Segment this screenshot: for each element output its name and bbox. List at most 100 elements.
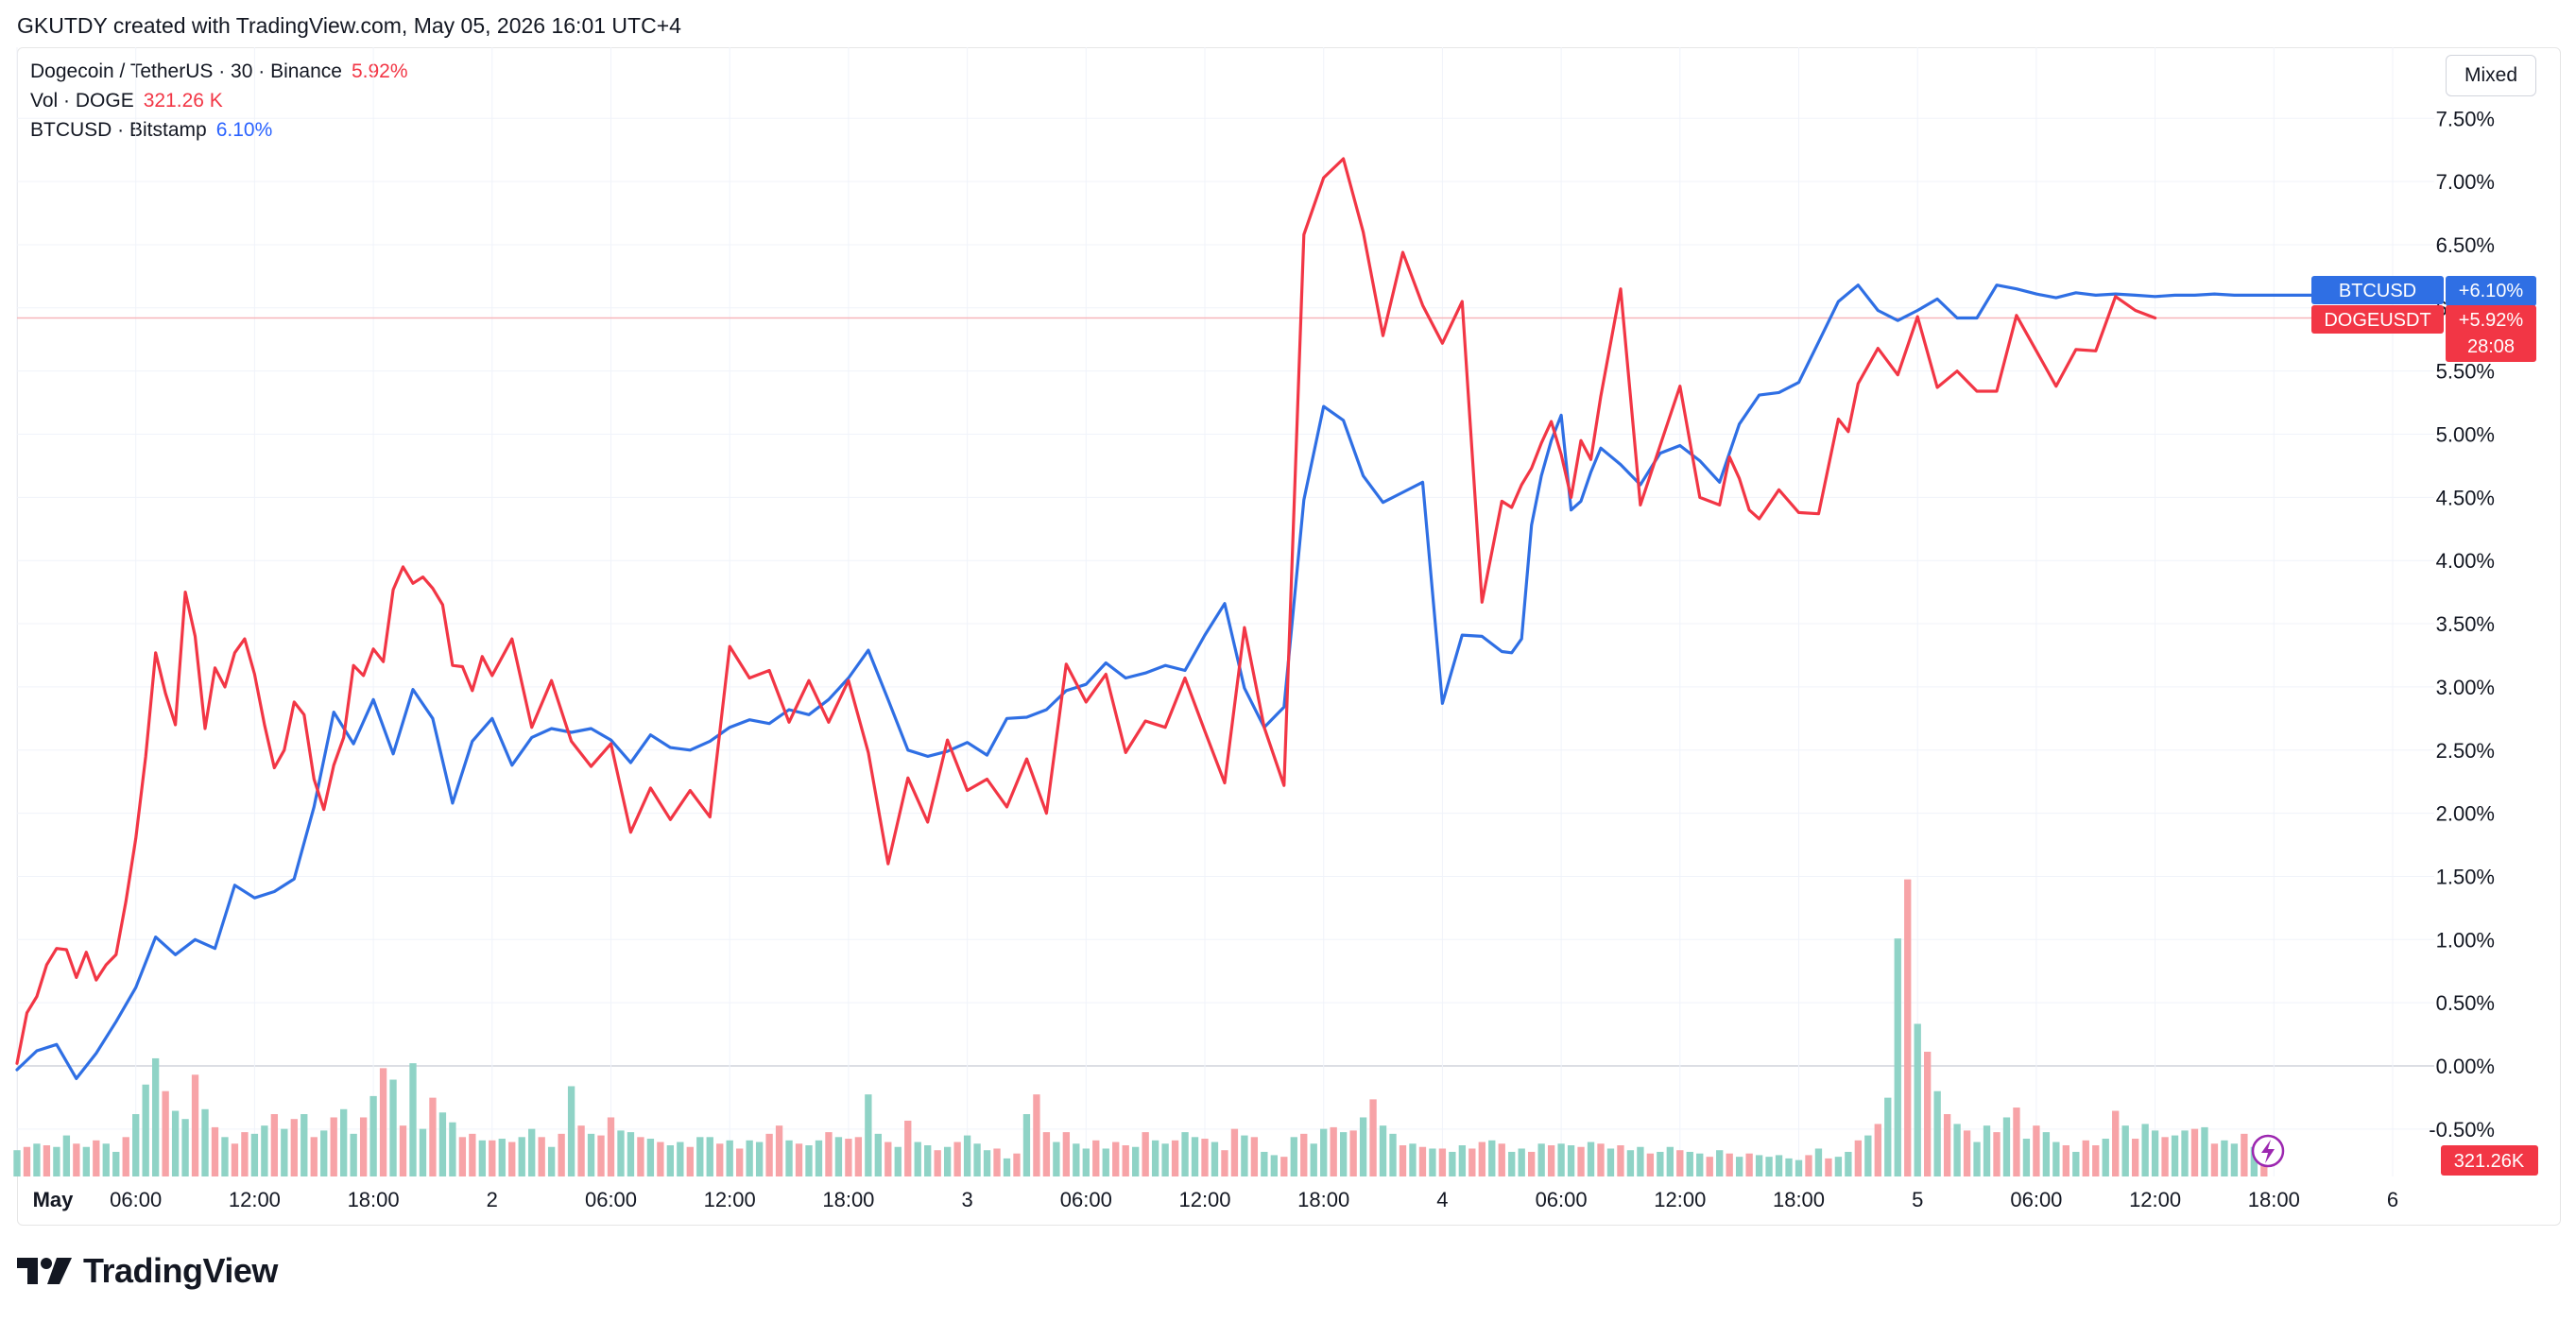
legend-volume[interactable]: Vol · DOGE 321.26 K — [30, 90, 223, 112]
legend-volume-value: 321.26 K — [143, 90, 223, 112]
volume-bar — [547, 1146, 556, 1176]
y-tick-label: 2.00% — [2436, 802, 2495, 826]
volume-bar — [2033, 1125, 2040, 1176]
volume-bar — [498, 1139, 506, 1176]
volume-bar — [1122, 1145, 1129, 1176]
volume-bar — [1914, 1023, 1921, 1176]
x-tick-label: 12:00 — [229, 1188, 281, 1211]
volume-bar — [1142, 1132, 1149, 1176]
volume-bar — [1557, 1143, 1565, 1176]
volume-bar — [73, 1143, 80, 1176]
volume-bar — [270, 1114, 279, 1176]
badge-value-bg — [2446, 305, 2536, 362]
volume-bar — [2013, 1107, 2020, 1176]
volume-bar — [122, 1137, 129, 1176]
volume-bar — [1369, 1099, 1377, 1176]
badge-label-text: DOGEUSDT — [2324, 310, 2430, 331]
lightning-icon[interactable] — [2251, 1134, 2285, 1168]
volume-bar — [865, 1094, 872, 1176]
volume-bar — [43, 1145, 51, 1176]
volume-bar — [1785, 1158, 1793, 1176]
volume-bar — [241, 1132, 249, 1176]
volume-bar — [1310, 1143, 1317, 1176]
volume-bar — [1716, 1150, 1724, 1176]
volume-bar — [1468, 1148, 1476, 1176]
volume-bar — [1537, 1143, 1545, 1176]
volume-bar — [607, 1117, 615, 1176]
x-tick-label: 12:00 — [704, 1188, 756, 1211]
y-tick-label: 5.00% — [2436, 423, 2495, 447]
volume-bar — [1399, 1145, 1407, 1176]
y-tick-label: 5.50% — [2436, 360, 2495, 384]
volume-bar — [231, 1143, 239, 1176]
volume-bar — [181, 1119, 189, 1176]
volume-bar — [963, 1135, 971, 1176]
scale-mode-button[interactable]: Mixed — [2446, 55, 2536, 96]
volume-bar — [1478, 1142, 1485, 1176]
x-tick-label: 3 — [961, 1188, 972, 1211]
volume-bar — [290, 1119, 298, 1176]
volume-bar — [13, 1150, 21, 1176]
volume-bar — [350, 1133, 357, 1176]
volume-bar — [1082, 1148, 1090, 1176]
volume-bar — [1003, 1158, 1011, 1176]
series-line-btcusd — [15, 283, 2335, 1080]
volume-bar — [1735, 1157, 1743, 1176]
legend-main[interactable]: Dogecoin / TetherUS · 30 · Binance 5.92% — [30, 60, 408, 83]
volume-bar — [93, 1140, 100, 1176]
volume-bar — [973, 1143, 981, 1176]
x-tick-label: 6 — [2387, 1188, 2398, 1211]
volume-bar — [1171, 1140, 1179, 1176]
x-tick-label: 12:00 — [1178, 1188, 1230, 1211]
volume-bar — [1924, 1052, 1932, 1176]
y-tick-label: -0.50% — [2429, 1118, 2495, 1142]
volume-bar — [1775, 1155, 1783, 1176]
volume-bar — [558, 1133, 565, 1176]
volume-bar — [1617, 1145, 1624, 1176]
legend-compare-value: 6.10% — [215, 119, 273, 141]
price-badge-btcusd[interactable]: BTCUSD +6.10% — [2311, 276, 2536, 306]
volume-bar — [1221, 1150, 1228, 1176]
volume-bar — [1053, 1142, 1060, 1176]
volume-bar — [2052, 1142, 2060, 1176]
volume-bar — [755, 1142, 764, 1176]
volume-bar — [449, 1122, 456, 1176]
volume-badge: 321.26K — [2441, 1145, 2538, 1176]
brand-name: TradingView — [83, 1251, 278, 1290]
badge-label-text: BTCUSD — [2339, 281, 2416, 301]
price-badge-dogeusdt[interactable]: DOGEUSDT +5.92% 28:08 — [2311, 305, 2536, 362]
volume-bar — [924, 1145, 932, 1176]
badge-value-text: +6.10% — [2459, 281, 2524, 301]
volume-bar — [1181, 1132, 1189, 1176]
volume-bar — [1874, 1124, 1881, 1176]
volume-bar — [1657, 1151, 1664, 1176]
volume-bar — [1528, 1151, 1536, 1176]
volume-bar — [894, 1146, 902, 1176]
volume-bar — [2161, 1137, 2169, 1176]
legend-compare[interactable]: BTCUSD · Bitstamp 6.10% — [30, 119, 272, 142]
volume-bar — [132, 1114, 140, 1176]
volume-bar — [1637, 1146, 1644, 1176]
volume-bar — [2042, 1132, 2051, 1176]
volume-bar — [1518, 1148, 1525, 1176]
volume-bar — [627, 1132, 635, 1176]
y-tick-label: 4.00% — [2436, 549, 2495, 573]
volume-bar — [934, 1150, 941, 1176]
volume-bar — [677, 1142, 684, 1176]
volume-bar — [845, 1139, 852, 1176]
volume-bar — [221, 1137, 229, 1176]
volume-bar — [1418, 1146, 1427, 1176]
volume-bar — [567, 1086, 575, 1176]
volume-bar — [1102, 1148, 1109, 1176]
volume-bar — [1250, 1137, 1259, 1176]
tradingview-logo[interactable]: TradingView — [17, 1251, 278, 1290]
x-tick-label: 06:00 — [1060, 1188, 1112, 1211]
volume-bar — [587, 1133, 595, 1176]
volume-bar — [1151, 1140, 1159, 1176]
volume-bar — [62, 1135, 71, 1176]
volume-bar — [1359, 1117, 1367, 1176]
volume-bar — [379, 1068, 387, 1176]
volume-bar — [2082, 1140, 2089, 1176]
volume-bar — [1567, 1145, 1575, 1176]
